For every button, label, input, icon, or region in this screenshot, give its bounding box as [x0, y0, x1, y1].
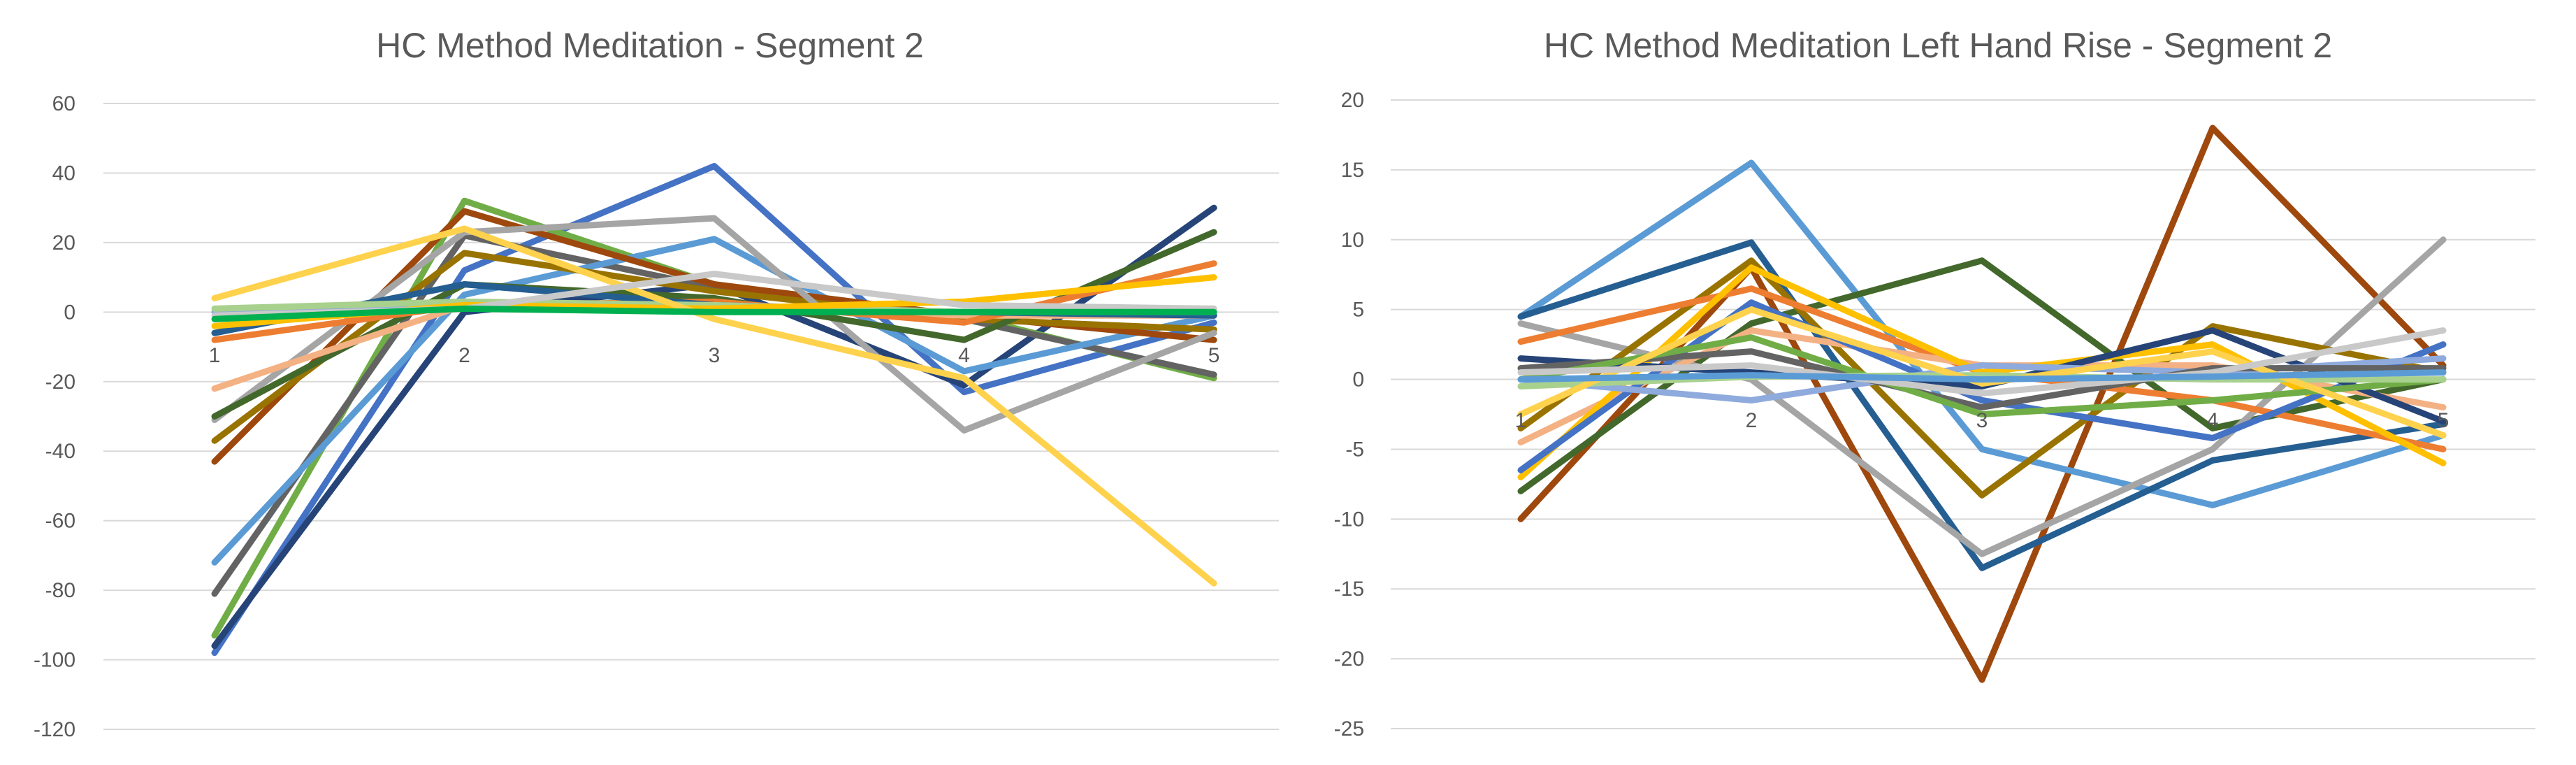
x-tick-label: 4 — [958, 344, 970, 367]
chart-right-plot: 20 15 10 5 0 -5 -10 -15 -20 -25 1 2 3 4 5 — [1334, 89, 2535, 741]
x-tick-label: 2 — [1746, 409, 1758, 432]
y-tick-label: 40 — [52, 162, 75, 185]
x-tick-label: 1 — [209, 344, 221, 367]
series-line-2 — [1517, 159, 2447, 508]
series-line-5 — [1517, 236, 2447, 557]
y-tick-label: 15 — [1341, 159, 1364, 182]
x-tick-label: 2 — [458, 344, 470, 367]
series-line-16 — [211, 225, 1217, 587]
chart-right: HC Method Meditation Left Hand Rise - Se… — [1300, 0, 2576, 765]
x-tick-label: 3 — [1976, 409, 1988, 432]
x-tick-label: 3 — [709, 344, 721, 367]
x-tick-label: 4 — [2207, 409, 2219, 432]
y-tick-label: 5 — [1352, 299, 1364, 322]
series-line-14 — [1517, 334, 2447, 417]
x-tick-label: 5 — [2438, 409, 2450, 432]
series-line-3 — [1517, 239, 2447, 571]
series-line-18 — [211, 305, 1217, 322]
y-tick-label: 0 — [1352, 369, 1364, 392]
series-line-11 — [211, 260, 1217, 343]
y-tick-label: 10 — [1341, 229, 1364, 252]
chart-title: HC Method Meditation Left Hand Rise - Se… — [1543, 26, 2333, 65]
y-tick-label: -20 — [1334, 648, 1364, 671]
y-tick-label: -10 — [1334, 508, 1364, 531]
y-tick-label: -60 — [45, 510, 75, 533]
series-line-4 — [211, 232, 1217, 597]
x-tick-label: 5 — [1208, 344, 1220, 367]
series-line-6 — [1517, 257, 2447, 499]
y-tick-label: -80 — [45, 579, 75, 602]
chart-left-plot: 60 40 20 0 -20 -40 -60 -80 -100 -120 1 2 3 4 5 — [34, 92, 1279, 741]
series-line-17 — [1517, 327, 2447, 396]
series-line-1 — [211, 163, 1217, 657]
series-line-8 — [211, 215, 1217, 434]
y-tick-label: 20 — [52, 231, 75, 255]
y-tick-label: -15 — [1334, 578, 1364, 601]
y-tick-label: 60 — [52, 92, 75, 115]
y-tick-label: -25 — [1334, 717, 1364, 741]
y-tick-label: -5 — [1345, 438, 1364, 461]
y-tick-label: 20 — [1341, 89, 1364, 112]
series-line-13 — [1517, 348, 2447, 410]
y-tick-label: -100 — [34, 649, 75, 672]
y-tick-label: -120 — [34, 718, 75, 741]
series-line-5 — [211, 236, 1217, 566]
chart-left: HC Method Meditation - Segment 2 60 40 20 0… — [34, 26, 1279, 741]
y-tick-label: -20 — [45, 371, 75, 394]
x-tick-label: 1 — [1515, 409, 1527, 432]
y-tick-label: -40 — [45, 440, 75, 463]
chart-title: HC Method Meditation - Segment 2 — [376, 26, 924, 65]
series-line-16 — [1517, 306, 2447, 438]
series-line-18 — [1517, 369, 2447, 383]
y-tick-label: 0 — [64, 301, 75, 324]
